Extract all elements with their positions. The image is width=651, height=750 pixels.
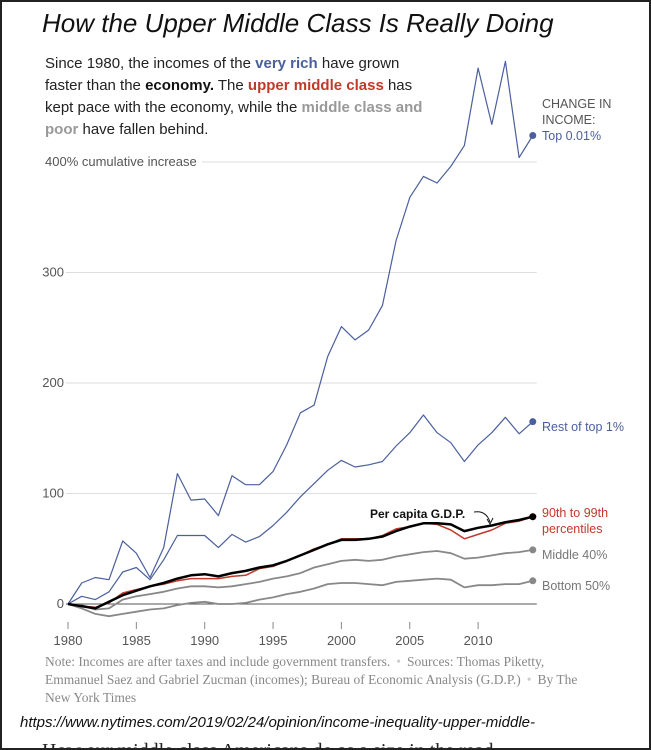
label-bottom-50: Bottom 50% bbox=[542, 579, 610, 593]
series-end-dot bbox=[529, 546, 537, 554]
intro-very-rich: very rich bbox=[255, 55, 318, 72]
x-tick-label: 2000 bbox=[327, 633, 356, 648]
series-line-rest-of-top-1- bbox=[67, 414, 534, 605]
chart-title: How the Upper Middle Class Is Really Doi… bbox=[42, 8, 554, 38]
annotation-gdp: Per capita G.D.P. bbox=[370, 507, 465, 521]
cut-off-text: How our middle class Americans do as a s… bbox=[42, 740, 494, 748]
intro-economy: economy. bbox=[145, 77, 214, 94]
series-end-dot bbox=[529, 418, 537, 426]
intro-part: have fallen behind. bbox=[78, 121, 209, 138]
y-tick-label: 400% cumulative increase bbox=[45, 154, 197, 169]
source-url[interactable]: https://www.nytimes.com/2019/02/24/opini… bbox=[20, 714, 535, 731]
series-line-top-0-01- bbox=[67, 60, 534, 605]
intro-poor: middle class and poor bbox=[45, 99, 423, 138]
label-top-001: Top 0.01% bbox=[542, 129, 601, 143]
x-tick-label: 1980 bbox=[54, 633, 83, 648]
intro-part: has kept pace with the economy, while th… bbox=[45, 77, 413, 116]
x-tick-label: 1985 bbox=[122, 633, 151, 648]
note-text: Note: Incomes are after taxes and includ… bbox=[45, 654, 391, 669]
y-tick-label: 200 bbox=[42, 375, 64, 390]
label-90-99: 90th to 99th bbox=[542, 506, 608, 520]
byline: By The New York Times bbox=[45, 672, 578, 705]
sources-text: Sources: Thomas Piketty, Emmanuel Saez a… bbox=[45, 654, 545, 687]
series-end-dot bbox=[529, 131, 537, 139]
legend-header: INCOME: bbox=[542, 113, 595, 127]
x-tick-label: 2010 bbox=[464, 633, 493, 648]
series-line-per-capita-g-d-p- bbox=[67, 515, 534, 610]
series-line-bottom-50- bbox=[67, 577, 534, 618]
annotation-arrowhead bbox=[486, 517, 494, 526]
label-90-99: percentiles bbox=[542, 522, 602, 536]
intro-text: Since 1980, the incomes of the very rich… bbox=[45, 53, 425, 141]
x-tick-label: 2005 bbox=[395, 633, 424, 648]
x-tick-label: 1995 bbox=[259, 633, 288, 648]
chart-note: Note: Incomes are after taxes and includ… bbox=[45, 653, 605, 707]
series-end-dot bbox=[529, 513, 537, 521]
intro-part: have grown faster than the bbox=[45, 55, 400, 94]
y-tick-label: 300 bbox=[42, 265, 64, 280]
series-line-middle-40- bbox=[67, 549, 533, 611]
annotation-arrow bbox=[473, 511, 491, 523]
label-rest-top-1: Rest of top 1% bbox=[542, 420, 624, 434]
label-middle-40: Middle 40% bbox=[542, 548, 607, 562]
intro-part: Since 1980, the incomes of the bbox=[45, 55, 256, 72]
y-tick-label: 100 bbox=[42, 486, 64, 501]
x-tick-label: 1990 bbox=[190, 633, 219, 648]
series-end-dot bbox=[529, 577, 537, 585]
y-tick-label: 0 bbox=[57, 596, 64, 611]
legend-header: CHANGE IN bbox=[542, 97, 611, 111]
separator-dot: • bbox=[526, 672, 532, 687]
separator-dot: • bbox=[396, 654, 401, 669]
line-chart: 0 100 200 300 400% cumulative increase 1980 19… bbox=[42, 60, 624, 648]
intro-part: The bbox=[213, 77, 248, 94]
intro-upper-middle: upper middle class bbox=[247, 77, 384, 94]
